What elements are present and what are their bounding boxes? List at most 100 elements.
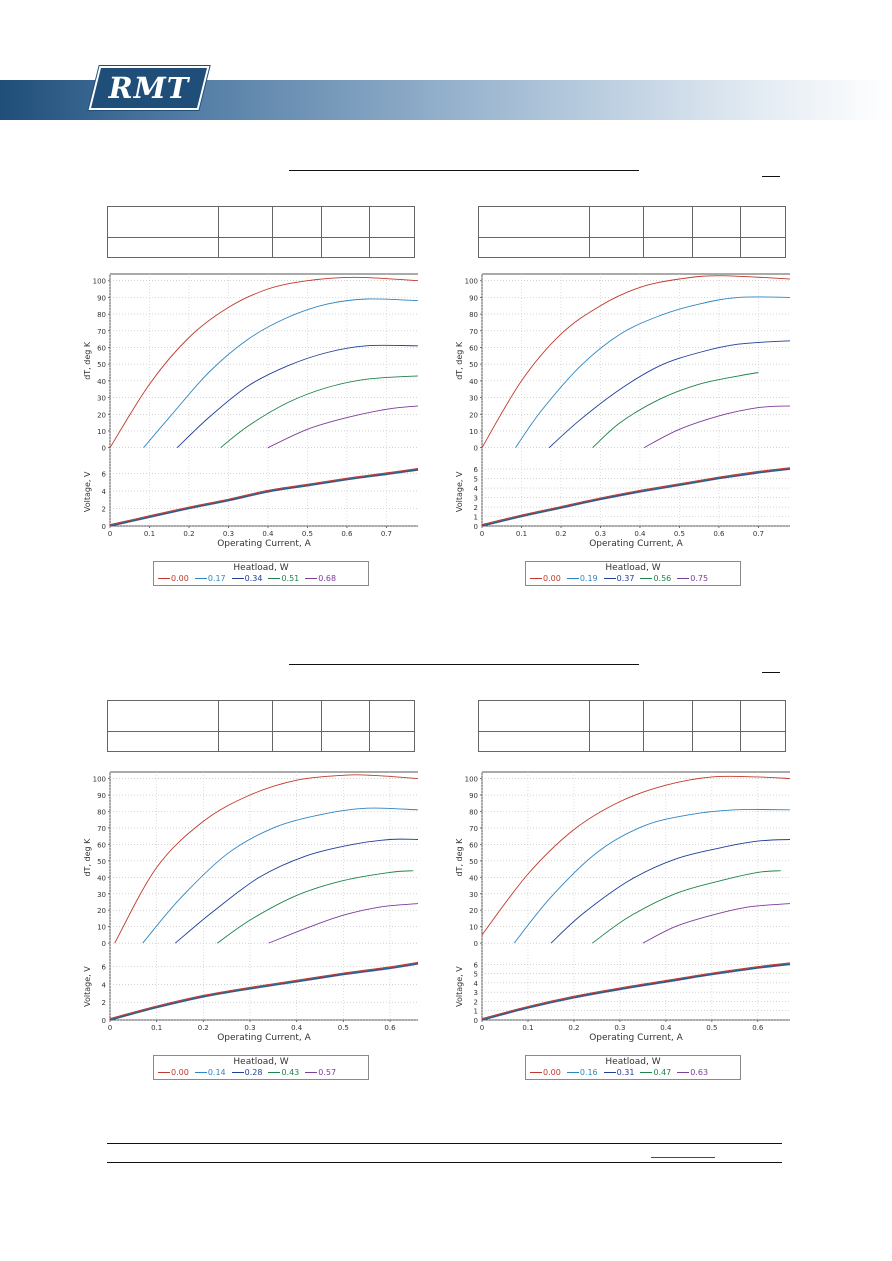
- y-axis-title-dt: dT, deg K: [455, 341, 464, 380]
- legend-items: 0.00 0.16 0.31 0.47 0.63: [530, 1068, 738, 1077]
- tick-label-voltage: 4: [474, 485, 479, 493]
- tick-label-dt: 40: [469, 874, 478, 882]
- spec-table-3: [107, 700, 415, 752]
- series-line-dt-0.14: [142, 807, 419, 944]
- legend-swatch: [603, 1072, 616, 1073]
- tick-label-x: 0.4: [660, 1024, 672, 1032]
- legend-label: 0.00: [543, 1068, 561, 1077]
- legend-swatch: [231, 1072, 244, 1073]
- tick-label-dt: 20: [469, 907, 478, 915]
- series-line-dt-0.00: [481, 775, 791, 936]
- tick-label-dt: 50: [469, 361, 478, 369]
- tick-label-voltage: 2: [474, 504, 478, 512]
- legend-label: 0.37: [616, 574, 635, 583]
- series-line-dt-0.17: [143, 298, 419, 448]
- series-line-dt-0.00: [114, 774, 419, 944]
- series-line-voltage: [109, 468, 419, 527]
- tick-label-x: 0.5: [302, 530, 313, 538]
- legend-item: 0.00: [530, 574, 561, 583]
- series-line-voltage: [109, 469, 419, 527]
- tick-label-dt: 20: [97, 907, 106, 915]
- tick-label-x: 0.3: [244, 1024, 255, 1032]
- y-axis-title-voltage: Voltage, V: [83, 471, 92, 512]
- legend-item: 0.51: [268, 574, 299, 583]
- legend-label: 0.17: [207, 574, 226, 583]
- section-title-rule-2: [289, 664, 639, 665]
- tick-label-x: 0: [108, 1024, 112, 1032]
- tick-label-dt: 90: [469, 792, 478, 800]
- x-axis-title: Operating Current, A: [217, 1033, 311, 1043]
- tick-label-voltage: 2: [102, 999, 106, 1007]
- tick-label-x: 0.7: [753, 530, 764, 538]
- legend-items: 0.00 0.17 0.34 0.51 0.68: [158, 574, 366, 583]
- legend-title: Heatload, W: [605, 1057, 661, 1067]
- y-axis-title-dt: dT, deg K: [83, 341, 92, 380]
- tick-label-voltage: 1: [474, 514, 478, 522]
- legend-swatch: [566, 1072, 579, 1073]
- tick-label-voltage: 3: [474, 989, 478, 997]
- legend-label: 0.43: [281, 1068, 300, 1077]
- tick-label-dt: 50: [97, 361, 106, 369]
- tick-label-voltage: 2: [102, 505, 106, 513]
- legend-2: Heatload, W 0.00 0.19 0.37 0.56 0.75: [525, 561, 741, 586]
- tick-label-voltage: 4: [474, 980, 479, 988]
- legend-label: 0.56: [653, 574, 672, 583]
- legend-item: 0.19: [566, 574, 598, 583]
- legend-items: 0.00 0.19 0.37 0.56 0.75: [530, 574, 738, 583]
- section-mark-rule-2: [762, 672, 780, 673]
- footer-link-underline[interactable]: [651, 1157, 715, 1158]
- tick-label-voltage: 6: [474, 466, 479, 474]
- series-line-dt-0.51: [220, 375, 419, 449]
- legend-label: 0.00: [543, 574, 561, 583]
- series-line-dt-0.47: [592, 870, 781, 944]
- legend-item: 0.31: [603, 1068, 635, 1077]
- tick-label-dt: 0: [474, 940, 478, 948]
- legend-swatch: [194, 1072, 207, 1073]
- legend-swatch: [603, 578, 616, 579]
- legend-label: 0.51: [281, 574, 300, 583]
- legend-item: 0.16: [566, 1068, 598, 1077]
- series-line-dt-0.31: [550, 839, 791, 944]
- series-line-dt-0.37: [548, 340, 791, 449]
- legend-item: 0.34: [231, 574, 262, 583]
- legend-swatch: [268, 578, 281, 579]
- tick-label-dt: 40: [97, 378, 106, 386]
- tick-label-dt: 100: [93, 278, 106, 286]
- rmt-logo: RMT: [88, 66, 210, 110]
- tick-label-voltage: 5: [474, 971, 478, 979]
- tick-label-dt: 60: [469, 344, 478, 352]
- tick-label-dt: 30: [97, 395, 106, 403]
- x-axis-title: Operating Current, A: [589, 1033, 683, 1043]
- tick-label-dt: 0: [474, 445, 478, 453]
- tick-label-x: 0.3: [223, 530, 234, 538]
- spec-table-1: [107, 206, 415, 258]
- y-axis-title-voltage: Voltage, V: [455, 471, 464, 512]
- tick-label-x: 0.6: [713, 530, 725, 538]
- tick-label-x: 0.4: [262, 530, 274, 538]
- tick-label-dt: 100: [93, 776, 106, 784]
- legend-label: 0.31: [616, 1068, 635, 1077]
- tick-label-dt: 80: [97, 808, 106, 816]
- section-title-rule-1: [289, 170, 639, 171]
- tick-label-dt: 40: [97, 874, 106, 882]
- tick-label-dt: 50: [469, 858, 478, 866]
- legend-label: 0.14: [207, 1068, 226, 1077]
- tick-label-x: 0: [108, 530, 112, 538]
- legend-swatch: [566, 578, 579, 579]
- tick-label-voltage: 0: [102, 523, 106, 531]
- x-axis-title: Operating Current, A: [589, 539, 683, 549]
- tick-label-x: 0.4: [291, 1024, 303, 1032]
- legend-item: 0.00: [158, 574, 189, 583]
- tick-label-dt: 30: [469, 395, 478, 403]
- tick-label-voltage: 5: [474, 476, 478, 484]
- tick-label-x: 0.2: [198, 1024, 209, 1032]
- legend-swatch: [677, 578, 690, 579]
- series-line-dt-0.00: [109, 276, 419, 448]
- tick-label-dt: 80: [469, 311, 478, 319]
- legend-swatch: [158, 578, 170, 579]
- tick-label-dt: 70: [469, 825, 478, 833]
- legend-items: 0.00 0.14 0.28 0.43 0.57: [158, 1068, 366, 1077]
- legend-item: 0.47: [640, 1068, 671, 1077]
- y-axis-title-dt: dT, deg K: [455, 838, 464, 877]
- legend-label: 0.47: [653, 1068, 672, 1077]
